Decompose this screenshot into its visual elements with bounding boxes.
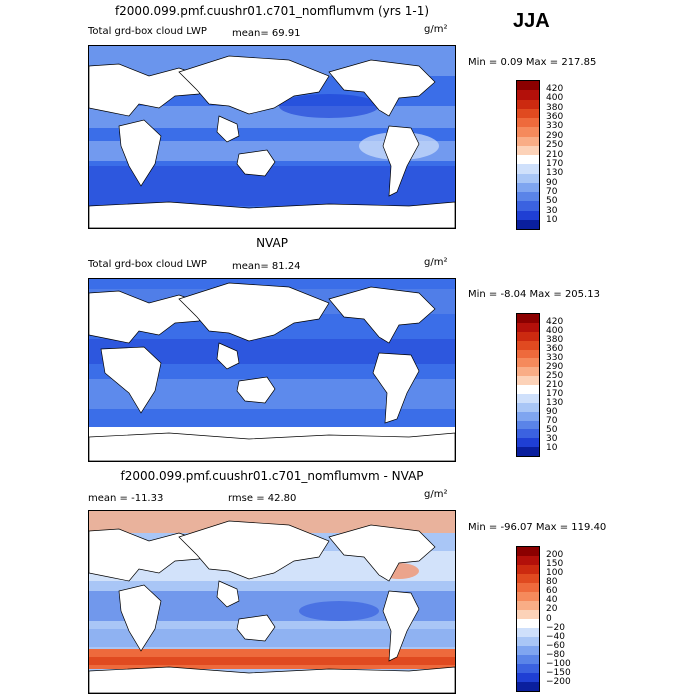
- colorbar-tick-label: 170: [546, 388, 564, 399]
- panel-1-units: g/m²: [424, 24, 448, 35]
- colorbar-tick-label: −100: [546, 659, 571, 670]
- colorbar-tick-label: 90: [546, 406, 558, 417]
- season-label: JJA: [513, 10, 550, 32]
- colorbar-tick-label: 420: [546, 316, 564, 327]
- colorbar-tick-label: 70: [546, 187, 558, 197]
- colorbar-tick-label: −40: [546, 631, 565, 642]
- colorbar-tick-label: 290: [546, 361, 564, 372]
- colorbar-tick-label: 0: [546, 613, 552, 624]
- colorbar-tick-label: 360: [546, 343, 564, 354]
- panel-3-colorbar: [516, 546, 540, 692]
- colorbar-tick-label: 250: [546, 370, 564, 381]
- colorbar-tick-label: 200: [546, 549, 564, 560]
- panel-3-minmax: Min = -96.07 Max = 119.40: [468, 522, 607, 533]
- colorbar-tick-label: −80: [546, 650, 565, 660]
- panel-2-colorbar: [516, 313, 540, 457]
- colorbar-tick-label: −200: [546, 677, 571, 688]
- panel-2-units: g/m²: [424, 257, 448, 268]
- colorbar-tick-label: 150: [546, 558, 564, 569]
- colorbar-tick-label: 170: [546, 158, 564, 169]
- panel-3-mean: mean = -11.33: [88, 493, 164, 504]
- panel-1-title: f2000.099.pmf.cuushr01.c701_nomflumvm (y…: [114, 4, 430, 18]
- panel-3-map: [88, 510, 456, 694]
- panel-1-variable-label: Total grd-box cloud LWP: [88, 26, 207, 37]
- colorbar-tick-label: −150: [546, 668, 571, 679]
- colorbar-tick-label: 50: [546, 424, 558, 435]
- colorbar-tick-label: 130: [546, 397, 564, 408]
- colorbar-tick-label: 80: [546, 577, 558, 587]
- colorbar-tick-label: 400: [546, 325, 564, 336]
- panel-2-mean: mean= 81.24: [232, 261, 301, 272]
- panel-1-map-svg: [89, 46, 455, 228]
- colorbar-tick-label: 330: [546, 121, 564, 132]
- colorbar-tick-label: 330: [546, 352, 564, 363]
- colorbar-tick-label: −60: [546, 640, 565, 651]
- colorbar-tick-label: 30: [546, 205, 558, 216]
- colorbar-tick-label: 30: [546, 433, 558, 444]
- panel-1-mean: mean= 69.91: [232, 28, 301, 39]
- colorbar-tick-label: 380: [546, 334, 564, 345]
- panel-3-title: f2000.099.pmf.cuushr01.c701_nomflumvm - …: [120, 469, 424, 483]
- panel-3-map-svg: [89, 511, 455, 693]
- colorbar-tick-label: 10: [546, 215, 558, 226]
- colorbar-tick-label: 400: [546, 93, 564, 104]
- colorbar-tick-label: 210: [546, 149, 564, 160]
- panel-2-map-svg: [89, 279, 455, 461]
- panel-1-map: [88, 45, 456, 229]
- colorbar-tick-label: 90: [546, 177, 558, 188]
- panel-3-rmse: rmse = 42.80: [228, 493, 297, 504]
- colorbar-tick-label: 210: [546, 379, 564, 390]
- colorbar-tick-label: 10: [546, 442, 558, 453]
- colorbar-tick-label: 130: [546, 168, 564, 179]
- panel-2-map: [88, 278, 456, 462]
- colorbar-tick-label: 100: [546, 567, 564, 578]
- colorbar-tick-label: −20: [546, 622, 565, 633]
- colorbar-tick-label: 380: [546, 102, 564, 113]
- panel-1-colorbar: [516, 80, 540, 230]
- colorbar-tick-label: 420: [546, 83, 564, 94]
- colorbar-tick-label: 290: [546, 130, 564, 141]
- colorbar-tick-label: 250: [546, 140, 564, 151]
- colorbar-tick-label: 20: [546, 604, 558, 615]
- colorbar-tick-label: 40: [546, 595, 558, 606]
- colorbar-tick-label: 60: [546, 586, 558, 597]
- colorbar-tick-label: 360: [546, 112, 564, 122]
- colorbar-tick-label: 70: [546, 415, 558, 426]
- panel-2-minmax: Min = -8.04 Max = 205.13: [468, 289, 600, 300]
- colorbar-tick-label: 50: [546, 196, 558, 207]
- panel-1-minmax: Min = 0.09 Max = 217.85: [468, 57, 597, 68]
- panel-2-variable-label: Total grd-box cloud LWP: [88, 259, 207, 270]
- panel-3-units: g/m²: [424, 489, 448, 500]
- panel-2-title: NVAP: [256, 236, 288, 250]
